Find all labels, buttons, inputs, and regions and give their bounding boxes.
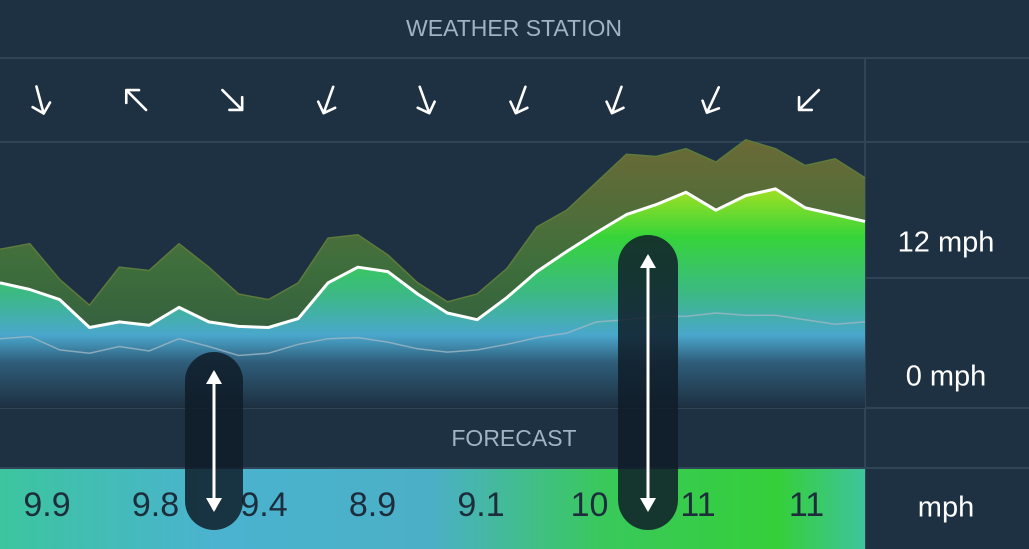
forecast-value: 9.4 [240, 486, 287, 524]
section-title: FORECAST [451, 425, 576, 451]
y-tick-label: 0 mph [906, 360, 987, 392]
forecast-value: 11 [789, 486, 824, 524]
wind-arrow [416, 85, 436, 115]
wind-arrow [316, 85, 337, 115]
section-title: WEATHER STATION [406, 15, 622, 41]
forecast-unit: mph [918, 492, 974, 524]
wind-arrow [701, 86, 721, 114]
forecast-value: 9.9 [23, 486, 70, 524]
wind-arrow [509, 85, 529, 115]
average-line [0, 187, 866, 329]
wind-arrow [605, 85, 625, 115]
range-indicator [618, 235, 678, 530]
wind-arrow [124, 88, 148, 112]
wind-arrow [221, 88, 244, 112]
direction-row [31, 85, 821, 115]
forecast-value: 10 [571, 486, 609, 524]
forecast-value: 8.9 [349, 486, 396, 524]
forecast-value: 9.1 [457, 486, 504, 524]
forecast-band [0, 469, 865, 549]
y-tick-label: 12 mph [898, 226, 995, 258]
lull-line [0, 312, 866, 357]
wind-arrow [797, 88, 821, 112]
gust-edge [0, 138, 866, 307]
forecast-value: 9.8 [132, 486, 179, 524]
wind-arrow [31, 85, 52, 115]
forecast-value: 11 [680, 486, 715, 524]
forecast-row: 9.9 9.8 9.4 8.9 9.1 10 11 11 [23, 486, 824, 524]
range-indicator [185, 352, 243, 530]
